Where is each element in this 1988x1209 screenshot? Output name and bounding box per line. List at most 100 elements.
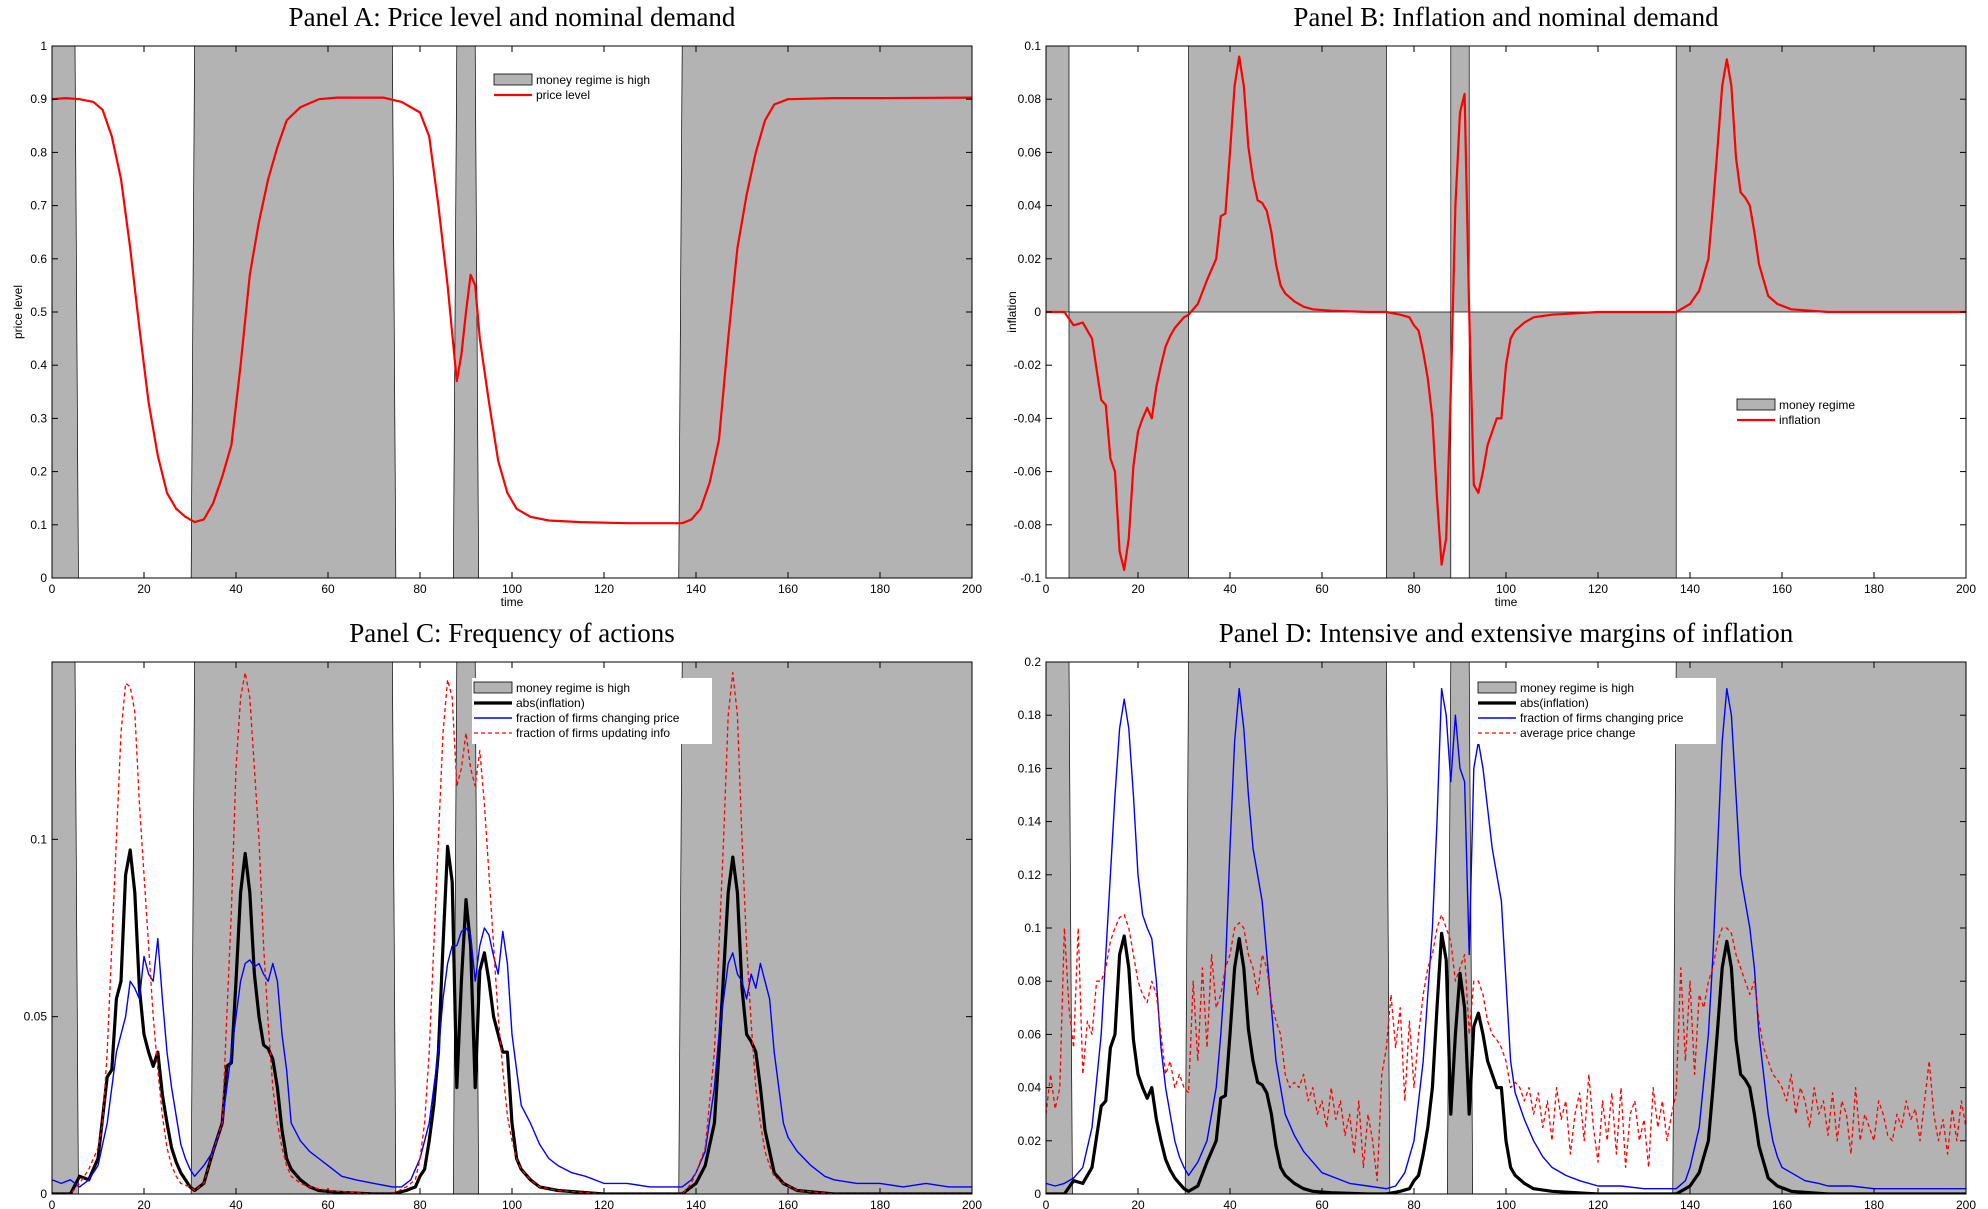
x-tick-label: 120 <box>594 1198 614 1209</box>
x-tick-label: 40 <box>229 1198 243 1209</box>
regime-band <box>678 662 972 1194</box>
plot-area <box>52 46 972 578</box>
x-tick-label: 80 <box>1407 1198 1421 1209</box>
y-tick-label: 1 <box>40 39 47 53</box>
series-line <box>52 927 972 1188</box>
panel-title: Panel D: Intensive and extensive margins… <box>1219 618 1794 648</box>
x-tick-label: 200 <box>962 582 982 596</box>
x-tick-label: 0 <box>49 582 56 596</box>
regime-band <box>678 46 972 578</box>
x-tick-label: 40 <box>229 582 243 596</box>
regime-band <box>1184 662 1391 1194</box>
x-tick-label: 60 <box>321 1198 335 1209</box>
x-tick-label: 40 <box>1223 1198 1237 1209</box>
x-tick-label: 200 <box>1956 582 1976 596</box>
x-tick-label: 160 <box>1772 582 1792 596</box>
y-tick-label: 0.08 <box>1018 974 1042 988</box>
x-tick-label: 60 <box>1315 582 1329 596</box>
regime-band <box>1046 662 1073 1194</box>
series-line <box>1046 914 1966 1182</box>
y-tick-label: 0.2 <box>30 465 47 479</box>
x-tick-label: 0 <box>1043 1198 1050 1209</box>
regime-band <box>52 662 79 1194</box>
y-axis-label: price level <box>11 285 25 339</box>
legend-label: money regime <box>1779 398 1855 412</box>
series-line <box>1046 687 1966 1190</box>
regime-band <box>1672 662 1966 1194</box>
y-tick-label: 0.06 <box>1018 145 1042 159</box>
legend: money regime is highabs(inflation)fracti… <box>1476 678 1716 744</box>
x-tick-label: 120 <box>594 582 614 596</box>
y-tick-label: 0 <box>40 1187 47 1201</box>
y-tick-label: 0.4 <box>30 358 47 372</box>
y-tick-label: 0.5 <box>30 305 47 319</box>
y-tick-label: 0.7 <box>30 199 47 213</box>
x-tick-label: 0 <box>1043 582 1050 596</box>
series-line <box>52 671 972 1194</box>
y-tick-label: 0.18 <box>1018 708 1042 722</box>
plot-area <box>1046 46 1966 578</box>
x-tick-label: 120 <box>1588 582 1608 596</box>
y-tick-label: 0.1 <box>1024 921 1041 935</box>
panel-b: Panel B: Inflation and nominal demand 0 20… <box>1005 2 1976 609</box>
x-tick-label: 60 <box>1315 1198 1329 1209</box>
regime-band <box>190 46 397 578</box>
regime-band <box>1675 46 1966 313</box>
series-line <box>1046 55 1966 572</box>
y-tick-label: -0.08 <box>1014 518 1042 532</box>
y-tick-label: -0.04 <box>1014 411 1042 425</box>
legend-swatch <box>1736 398 1776 411</box>
legend-swatch <box>473 681 513 694</box>
y-tick-label: -0.02 <box>1014 358 1042 372</box>
y-tick-label: 0 <box>1034 1187 1041 1201</box>
y-tick-label: 0.02 <box>1018 1134 1042 1148</box>
y-tick-label: 0.04 <box>1018 1081 1042 1095</box>
y-tick-label: 0.04 <box>1018 199 1042 213</box>
x-tick-label: 140 <box>1680 1198 1700 1209</box>
legend: money regime is highabs(inflation)fracti… <box>472 678 712 744</box>
regime-band <box>1188 46 1387 313</box>
y-tick-label: 0.2 <box>1024 655 1041 669</box>
x-tick-label: 160 <box>1772 1198 1792 1209</box>
x-tick-label: 20 <box>137 1198 151 1209</box>
legend-label: fraction of firms updating info <box>516 726 670 740</box>
legend-label: money regime is high <box>516 681 630 695</box>
panel-d: Panel D: Intensive and extensive margins… <box>1018 618 1977 1209</box>
panel-title: Panel B: Inflation and nominal demand <box>1293 2 1719 32</box>
x-tick-label: 140 <box>686 1198 706 1209</box>
x-tick-label: 100 <box>502 582 522 596</box>
y-tick-label: 0 <box>40 571 47 585</box>
x-tick-label: 140 <box>686 582 706 596</box>
x-tick-label: 180 <box>870 1198 890 1209</box>
legend-label: price level <box>536 88 590 102</box>
x-tick-label: 160 <box>778 582 798 596</box>
y-tick-label: 0.8 <box>30 145 47 159</box>
y-tick-label: 0.9 <box>30 92 47 106</box>
x-tick-label: 100 <box>502 1198 522 1209</box>
y-tick-label: 0 <box>1034 305 1041 319</box>
y-tick-label: 0.6 <box>30 252 47 266</box>
legend-label: money regime is high <box>1520 681 1634 695</box>
y-tick-label: 0.1 <box>30 518 47 532</box>
panel-title: Panel A: Price level and nominal demand <box>289 2 736 32</box>
legend-label: average price change <box>1520 726 1636 740</box>
legend-label: money regime is high <box>536 73 650 87</box>
legend-swatch <box>1477 681 1517 694</box>
x-tick-label: 20 <box>137 582 151 596</box>
plot-area <box>52 662 972 1194</box>
x-tick-label: 140 <box>1680 582 1700 596</box>
legend-swatch <box>493 73 533 86</box>
x-tick-label: 80 <box>413 1198 427 1209</box>
y-tick-label: 0.06 <box>1018 1027 1042 1041</box>
y-tick-label: 0.14 <box>1018 815 1042 829</box>
y-tick-label: 0.16 <box>1018 761 1042 775</box>
x-tick-label: 80 <box>413 582 427 596</box>
x-tick-label: 200 <box>962 1198 982 1209</box>
x-axis-label: time <box>1495 595 1518 609</box>
legend-label: fraction of firms changing price <box>516 711 680 725</box>
x-tick-label: 80 <box>1407 582 1421 596</box>
y-tick-label: -0.1 <box>1020 571 1041 585</box>
x-tick-label: 180 <box>870 582 890 596</box>
